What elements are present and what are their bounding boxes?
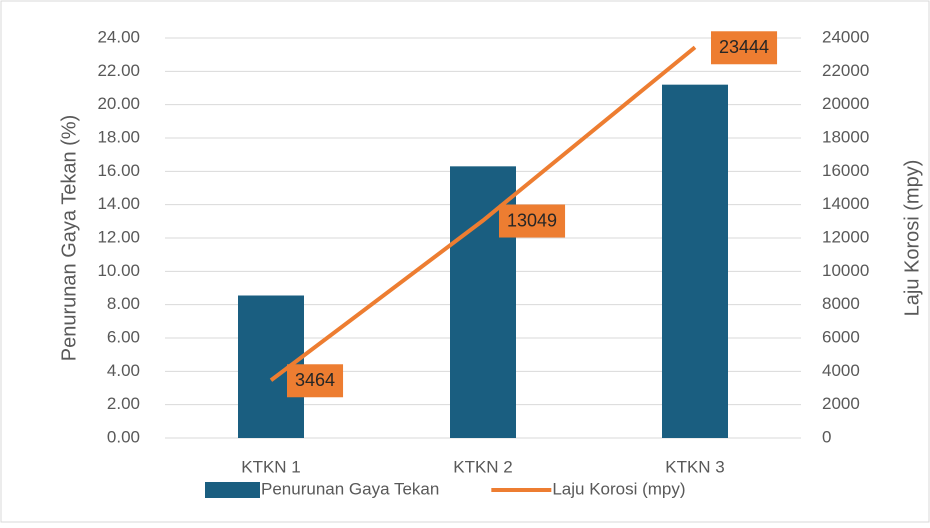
line: [269, 45, 697, 382]
y-tick-label: 14.00: [97, 194, 140, 213]
y-tick-label: 16.00: [97, 161, 140, 180]
y2-tick-label: 22000: [822, 61, 869, 80]
data-label: 3464: [295, 370, 335, 390]
y-tick-label: 0.00: [107, 427, 140, 446]
legend-label: Penurunan Gaya Tekan: [261, 479, 439, 498]
x-tick-label: KTKN 1: [241, 457, 301, 476]
y2-tick-label: 16000: [822, 161, 869, 180]
y2-tick-label: 2000: [822, 394, 860, 413]
y-tick-label: 8.00: [107, 294, 140, 313]
y-tick-label: 2.00: [107, 394, 140, 413]
legend-swatch: [205, 482, 260, 498]
legend-label: Laju Korosi (mpy): [552, 479, 685, 498]
x-tick-label: KTKN 2: [453, 457, 513, 476]
y-tick-label: 12.00: [97, 227, 140, 246]
y-tick-label: 24.00: [97, 27, 140, 46]
y2-tick-label: 6000: [822, 327, 860, 346]
data-label-box: [287, 364, 344, 398]
y-tick-label: 20.00: [97, 94, 140, 113]
data-label-box: [711, 31, 778, 65]
y2-tick-label: 14000: [822, 194, 869, 213]
y-tick-label: 6.00: [107, 327, 140, 346]
data-label: 23444: [719, 37, 769, 57]
y2-tick-label: 24000: [822, 27, 869, 46]
y2-tick-label: 18000: [822, 127, 869, 146]
y2-tick-label: 0: [822, 427, 831, 446]
bar: [662, 84, 728, 439]
y2-tick-label: 10000: [822, 261, 869, 280]
x-tick-label: KTKN 3: [665, 457, 725, 476]
y-tick-label: 10.00: [97, 261, 140, 280]
data-label-box: [499, 204, 566, 238]
y-tick-label: 4.00: [107, 361, 140, 380]
y-tick-label: 18.00: [97, 127, 140, 146]
data-label: 13049: [507, 210, 557, 230]
y-tick-label: 22.00: [97, 61, 140, 80]
y2-tick-label: 8000: [822, 294, 860, 313]
y2-tick-label: 12000: [822, 227, 869, 246]
y2-axis-title: Laju Korosi (mpy): [901, 160, 923, 317]
y2-tick-label: 4000: [822, 361, 860, 380]
y-axis-title: Penurunan Gaya Tekan (%): [58, 115, 80, 361]
y2-tick-label: 20000: [822, 94, 869, 113]
